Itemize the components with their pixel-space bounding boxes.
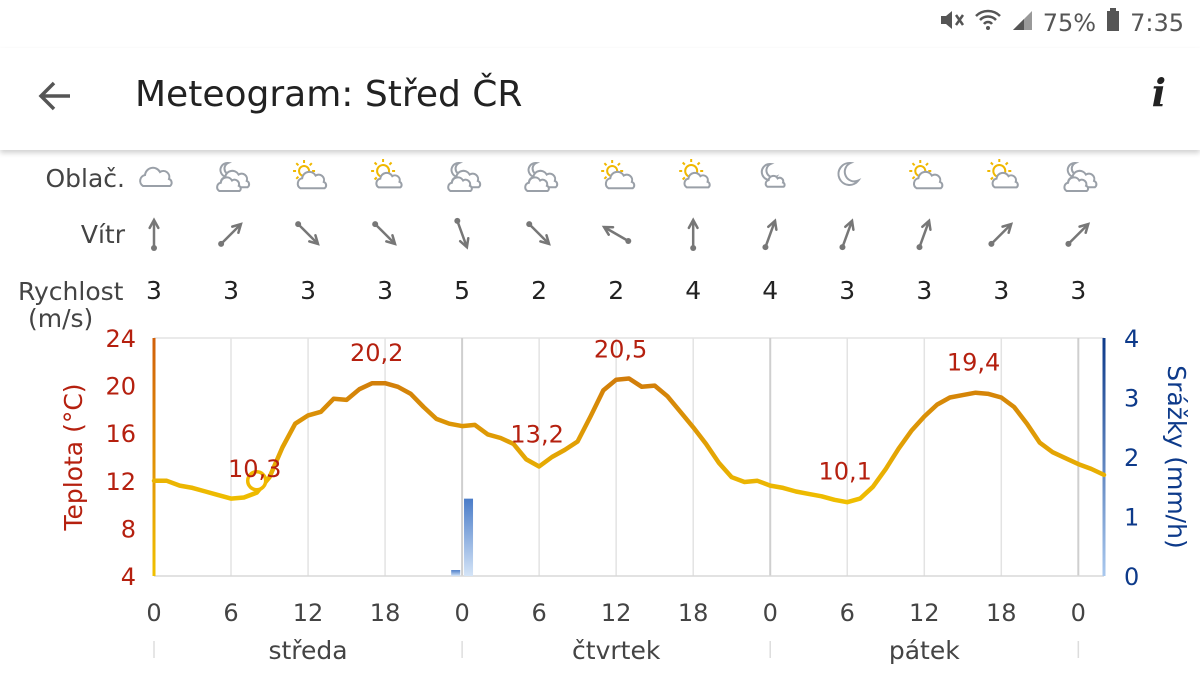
- wind-arrow-icon: [839, 218, 855, 251]
- partly-cloudy-night-icon: [524, 161, 559, 192]
- y-axis-title: Teplota (°C): [59, 383, 88, 531]
- y2-tick-label: 4: [1124, 325, 1139, 353]
- y-tick-label: 12: [105, 468, 136, 496]
- x-tick-label: 12: [601, 599, 632, 627]
- partly-cloudy-night-icon: [216, 161, 251, 192]
- status-bar: 75% 7:35: [0, 0, 1200, 48]
- wind-arrow-icon: [454, 217, 470, 250]
- wind-speed-value: 3: [300, 276, 316, 305]
- current-time-marker: [245, 470, 268, 492]
- temperature-line: [151, 376, 1107, 505]
- x-tick-label: 6: [223, 599, 238, 627]
- x-tick-label: 12: [909, 599, 940, 627]
- wind-speed-value: 4: [685, 276, 701, 305]
- y-tick-label: 24: [105, 325, 136, 353]
- extreme-label: 20,5: [594, 336, 647, 364]
- wind-speed-value: 4: [762, 276, 778, 305]
- signal-icon: [1011, 9, 1033, 37]
- wind-arrow-icon: [526, 221, 551, 246]
- status-icons: 75% 7:35: [939, 8, 1184, 38]
- wind-arrow-icon: [916, 218, 932, 251]
- day-label: středa: [268, 636, 347, 665]
- wind-arrow-icon: [1065, 222, 1091, 247]
- wifi-icon: [974, 9, 1001, 37]
- x-tick-label: 0: [763, 599, 778, 627]
- info-button[interactable]: i: [1151, 70, 1166, 115]
- clock: 7:35: [1130, 9, 1184, 37]
- mostly-sunny-icon: [987, 159, 1019, 189]
- mostly-sunny-icon: [679, 159, 711, 189]
- wind-speed-value: 3: [916, 276, 932, 305]
- battery-icon: [1106, 8, 1120, 38]
- wind-speed-value: 3: [223, 276, 239, 305]
- precip-bar: [464, 498, 474, 576]
- battery-percent: 75%: [1042, 9, 1097, 37]
- partly-cloudy-night-icon: [1063, 161, 1098, 192]
- x-tick-label: 6: [531, 599, 546, 627]
- wind-speed-value: 3: [1070, 276, 1086, 305]
- extreme-label: 20,2: [350, 339, 403, 367]
- y-tick-label: 20: [105, 373, 136, 401]
- sun-cloud-icon: [601, 160, 636, 190]
- partly-cloudy-night-icon: [447, 161, 482, 192]
- app-bar: Meteogram: Střed ČR i: [0, 48, 1200, 150]
- wind-arrow-icon: [687, 217, 699, 251]
- extreme-label: 10,1: [819, 457, 872, 485]
- cloudy-icon: [139, 166, 173, 187]
- x-tick-label: 0: [146, 599, 161, 627]
- page-title: Meteogram: Střed ČR: [135, 74, 523, 115]
- wind-arrow-icon: [295, 221, 320, 246]
- wind-arrow-icon: [372, 221, 397, 246]
- y2-tick-label: 3: [1124, 385, 1139, 413]
- wind-row-label: Vítr: [80, 220, 125, 249]
- moon-cloud-icon: [760, 162, 786, 188]
- moon-icon: [837, 161, 862, 186]
- x-tick-label: 0: [1071, 599, 1086, 627]
- extreme-label: 10,3: [228, 455, 281, 483]
- sun-cloud-icon: [909, 160, 944, 190]
- wind-speed-value: 3: [839, 276, 855, 305]
- y2-axis-title: Srážky (mm/h): [1162, 365, 1191, 548]
- wind-speed-value: 5: [454, 276, 470, 305]
- y2-tick-label: 1: [1124, 504, 1139, 532]
- wind-speed-value: 3: [377, 276, 393, 305]
- extreme-label: 13,2: [510, 421, 563, 449]
- cloud-row-label: Oblač.: [45, 164, 125, 193]
- x-tick-label: 18: [370, 599, 401, 627]
- x-tick-label: 18: [986, 599, 1017, 627]
- y-tick-label: 8: [121, 515, 136, 543]
- y2-tick-label: 0: [1124, 563, 1139, 591]
- wind-arrow-icon: [988, 222, 1014, 247]
- mostly-sunny-icon: [371, 159, 403, 189]
- y-tick-label: 4: [121, 563, 136, 591]
- precip-bar: [451, 570, 461, 576]
- mute-icon: [939, 9, 965, 37]
- wind-speed-value: 2: [531, 276, 547, 305]
- speed-row-label: Rychlost: [18, 277, 124, 306]
- wind-speed-value: 2: [608, 276, 624, 305]
- wind-speed-value: 3: [993, 276, 1009, 305]
- x-tick-label: 18: [678, 599, 709, 627]
- y2-tick-label: 2: [1124, 444, 1139, 472]
- back-arrow-icon[interactable]: [32, 72, 80, 120]
- wind-speed-value: 3: [146, 276, 162, 305]
- x-tick-label: 12: [293, 599, 324, 627]
- day-label: pátek: [889, 636, 960, 665]
- wind-arrow-icon: [218, 222, 243, 247]
- meteogram-chart: 10,320,213,220,510,119,4481216202401234T…: [59, 159, 1191, 665]
- wind-arrow-icon: [601, 225, 632, 244]
- day-label: čtvrtek: [572, 636, 661, 665]
- extreme-label: 19,4: [947, 349, 1000, 377]
- sun-cloud-icon: [293, 160, 328, 190]
- x-tick-label: 6: [840, 599, 855, 627]
- wind-arrow-icon: [762, 218, 778, 251]
- x-tick-label: 0: [454, 599, 469, 627]
- speed-unit-label: (m/s): [28, 304, 94, 333]
- y-tick-label: 16: [105, 420, 136, 448]
- wind-arrow-icon: [148, 217, 160, 251]
